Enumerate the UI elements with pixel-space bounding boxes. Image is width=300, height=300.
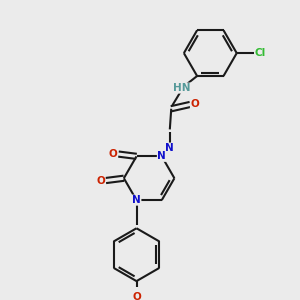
Text: O: O	[132, 292, 141, 300]
Text: N: N	[165, 143, 174, 153]
Text: N: N	[158, 152, 166, 161]
Text: HN: HN	[173, 83, 191, 93]
Text: O: O	[96, 176, 105, 185]
Text: Cl: Cl	[255, 48, 266, 58]
Text: O: O	[109, 149, 118, 159]
Text: N: N	[132, 195, 141, 205]
Text: O: O	[190, 99, 199, 110]
